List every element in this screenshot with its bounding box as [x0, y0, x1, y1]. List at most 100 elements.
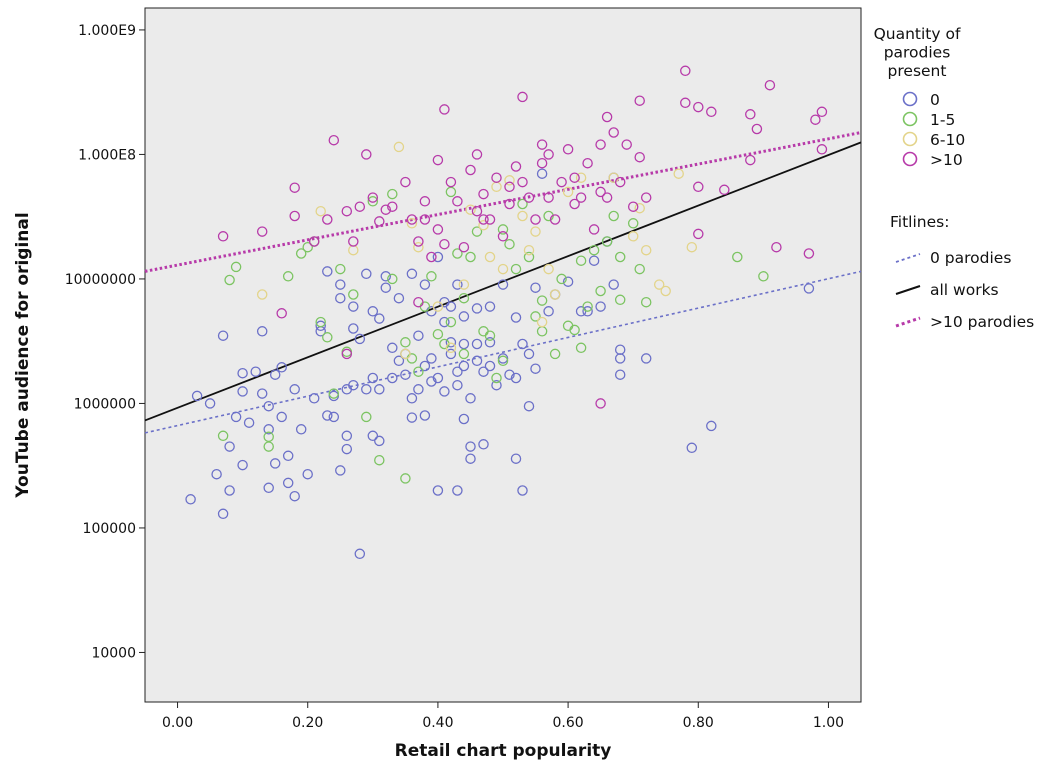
point-6-10 [406, 218, 418, 229]
point-6-10 [653, 279, 665, 290]
point-0 [465, 441, 476, 452]
point-gt10 [504, 198, 515, 210]
point-gt10 [354, 201, 366, 212]
point-gt10 [341, 205, 353, 217]
point-0 [614, 369, 626, 380]
point-0 [536, 168, 548, 179]
point-gt10 [706, 106, 717, 118]
point-0 [400, 369, 411, 380]
point-gt10 [367, 192, 379, 203]
point-gt10 [400, 176, 411, 188]
point-gt10 [374, 216, 385, 227]
point-0 [328, 411, 340, 423]
point-1-5 [374, 454, 385, 466]
point-gt10 [764, 79, 776, 91]
point-1-5 [588, 244, 600, 256]
point-0 [185, 494, 196, 505]
point-0 [608, 279, 619, 290]
x-tick-label: 0.20 [292, 715, 323, 731]
point-6-10 [445, 342, 457, 354]
point-0 [263, 482, 274, 494]
point-0 [439, 386, 450, 397]
point-1-5 [523, 251, 535, 263]
point-6-10 [393, 141, 405, 153]
point-gt10 [458, 241, 470, 253]
point-6-10 [686, 241, 698, 253]
point-gt10 [348, 236, 359, 247]
point-1-5 [322, 332, 333, 343]
legend-label: >10 [930, 151, 963, 169]
point-1-5 [504, 238, 515, 250]
point-1-5 [543, 210, 554, 222]
point-0 [439, 316, 450, 328]
y-axis-title: YouTube audience for original [13, 212, 33, 498]
point-6-10 [660, 285, 671, 297]
point-0 [419, 360, 431, 372]
point-gt10 [523, 192, 535, 203]
point-0 [471, 355, 483, 367]
point-1-5 [315, 316, 326, 328]
point-0 [510, 312, 522, 323]
point-6-10 [484, 251, 496, 263]
point-1-5 [458, 348, 470, 360]
point-1-5 [549, 348, 561, 360]
point-0 [380, 271, 392, 282]
point-1-5 [595, 285, 606, 297]
point-6-10 [458, 279, 470, 290]
point-0 [354, 548, 366, 560]
point-0 [361, 384, 372, 395]
point-0 [341, 430, 353, 442]
point-0 [582, 306, 593, 317]
point-1-5 [230, 261, 242, 273]
point-gt10 [595, 398, 606, 409]
point-1-5 [413, 366, 424, 377]
point-gt10 [510, 161, 522, 172]
point-0 [432, 372, 444, 384]
point-6-10 [640, 244, 652, 256]
point-1-5 [497, 224, 509, 235]
point-gt10 [478, 214, 489, 225]
point-6-10 [478, 219, 489, 231]
point-0 [289, 384, 300, 395]
point-gt10 [413, 236, 424, 247]
x-tick-label: 0.00 [162, 715, 193, 731]
point-0 [614, 344, 626, 355]
point-1-5 [432, 328, 444, 340]
point-0 [465, 393, 476, 404]
point-0 [237, 367, 248, 379]
point-gt10 [256, 226, 268, 237]
point-0 [413, 384, 424, 395]
point-0 [478, 439, 489, 450]
point-0 [445, 301, 457, 312]
point-gt10 [634, 95, 645, 106]
point-gt10 [608, 127, 619, 138]
point-0 [237, 459, 248, 471]
point-6-10 [536, 316, 548, 328]
point-gt10 [582, 157, 593, 169]
legend-marker [902, 151, 918, 167]
point-0 [322, 266, 333, 277]
point-1-5 [387, 273, 398, 285]
point-gt10 [614, 176, 626, 188]
point-0 [452, 366, 463, 377]
y-tick-label: 10000000 [65, 272, 136, 288]
point-0 [250, 366, 261, 377]
point-1-5 [217, 430, 229, 442]
point-0 [452, 279, 463, 290]
point-gt10 [536, 139, 548, 150]
point-0 [419, 279, 431, 290]
point-0 [380, 282, 392, 293]
point-gt10 [380, 204, 392, 215]
point-0 [588, 255, 600, 266]
point-gt10 [217, 231, 229, 242]
point-0 [432, 485, 444, 496]
point-0 [289, 490, 300, 502]
point-1-5 [614, 251, 626, 263]
point-6-10 [530, 226, 541, 237]
point-0 [387, 372, 398, 384]
point-gt10 [745, 109, 756, 120]
point-gt10 [517, 91, 528, 103]
point-0 [361, 268, 372, 280]
